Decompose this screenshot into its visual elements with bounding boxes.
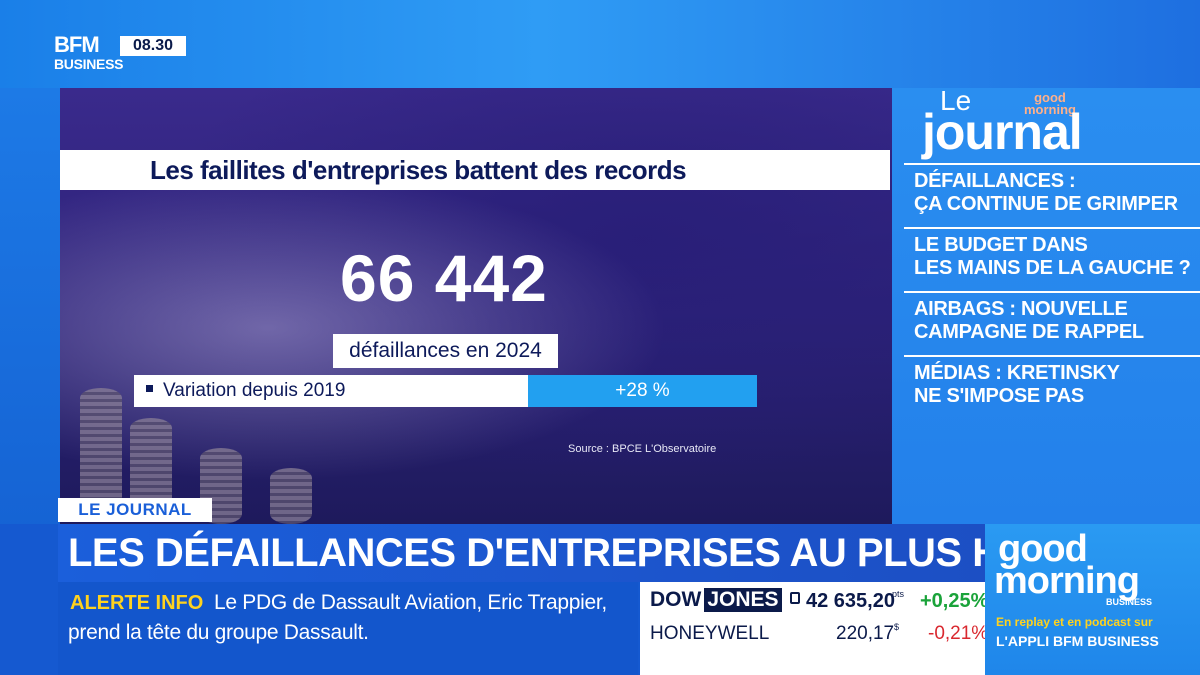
logo-main: BFM bbox=[54, 32, 100, 57]
stock-unit: $ bbox=[894, 622, 900, 632]
source-note: Source : BPCE L'Observatoire bbox=[568, 443, 717, 455]
stock-name: HONEYWELL bbox=[650, 623, 770, 644]
clock: 08.30 bbox=[120, 36, 186, 56]
promo-good: good bbox=[998, 528, 1088, 570]
promo-business: BUSINESS bbox=[1106, 597, 1153, 607]
alert-label: ALERTE INFO bbox=[70, 592, 204, 614]
good-morning-promo bbox=[985, 524, 1200, 675]
journal-news-list: DÉFAILLANCES : ÇA CONTINUE DE GRIMPER LE… bbox=[904, 163, 1200, 419]
main-title-band bbox=[58, 524, 986, 582]
promo-app-text: L'APPLI BFM BUSINESS bbox=[996, 633, 1159, 649]
news-item: LE BUDGET DANS LES MAINS DE LA GAUCHE ? bbox=[904, 227, 1200, 291]
market-ticker bbox=[640, 582, 985, 675]
promo-replay-text: En replay et en podcast sur bbox=[996, 615, 1153, 629]
news-item: AIRBAGS : NOUVELLE CAMPAGNE DE RAPPEL bbox=[904, 291, 1200, 355]
main-title: LES DÉFAILLANCES D'ENTREPRISES AU PLUS H… bbox=[68, 531, 1082, 575]
variation-label-bar: Variation depuis 2019 bbox=[134, 375, 528, 407]
bullet-icon bbox=[146, 385, 153, 393]
alert-text-line-1: Le PDG de Dassault Aviation, Eric Trappi… bbox=[214, 591, 607, 614]
logo-sub: BUSINESS bbox=[54, 56, 124, 72]
coin-stack-icon bbox=[270, 468, 312, 524]
news-item: DÉFAILLANCES : ÇA CONTINUE DE GRIMPER bbox=[904, 163, 1200, 227]
index-change: +0,25% bbox=[920, 590, 989, 612]
graphic-headline: Les faillites d'entreprises battent des … bbox=[60, 150, 890, 190]
news-item-line-2: NE S'IMPOSE PAS bbox=[914, 385, 1084, 407]
index-name: DOW JONES bbox=[650, 588, 782, 612]
variation-label: Variation depuis 2019 bbox=[163, 380, 346, 401]
lock-icon bbox=[790, 592, 800, 604]
journal-le: Le bbox=[940, 85, 972, 116]
news-item-line-2: LES MAINS DE LA GAUCHE ? bbox=[914, 257, 1191, 279]
news-item: MÉDIAS : KRETINSKY NE S'IMPOSE PAS bbox=[904, 355, 1200, 419]
index-unit: pts bbox=[892, 589, 905, 599]
index-value: 42 635,20 bbox=[806, 590, 895, 612]
gm-line-2: morning bbox=[1024, 102, 1076, 117]
program-tag: LE JOURNAL bbox=[58, 498, 212, 522]
news-item-line-2: CAMPAGNE DE RAPPEL bbox=[914, 321, 1144, 343]
news-item-line-1: DÉFAILLANCES : bbox=[914, 170, 1076, 192]
news-item-line-1: AIRBAGS : NOUVELLE bbox=[914, 298, 1128, 320]
good-morning-mini-logo: good morning bbox=[1024, 90, 1076, 117]
top-background bbox=[0, 0, 1200, 88]
variation-value: +28 % bbox=[528, 375, 757, 407]
journal-panel bbox=[892, 88, 1200, 524]
big-number-label: défaillances en 2024 bbox=[333, 334, 558, 368]
gm-line-1: good bbox=[1034, 90, 1066, 105]
news-item-line-2: ÇA CONTINUE DE GRIMPER bbox=[914, 193, 1178, 215]
index-name-1: DOW bbox=[650, 588, 702, 611]
left-background bbox=[0, 88, 60, 528]
big-number: 66 442 bbox=[340, 241, 548, 315]
alert-text-line-2: prend la tête du groupe Dassault. bbox=[68, 621, 369, 644]
promo-morning: morning bbox=[994, 560, 1140, 602]
news-item-line-1: LE BUDGET DANS bbox=[914, 234, 1088, 256]
stock-value: 220,17 bbox=[836, 623, 895, 644]
stock-change: -0,21% bbox=[928, 623, 989, 644]
journal-title: journal bbox=[922, 104, 1083, 160]
news-item-line-1: MÉDIAS : KRETINSKY bbox=[914, 362, 1120, 384]
coin-stack-icon bbox=[80, 388, 122, 508]
index-name-2: JONES bbox=[704, 588, 782, 612]
alert-zone bbox=[58, 582, 638, 675]
